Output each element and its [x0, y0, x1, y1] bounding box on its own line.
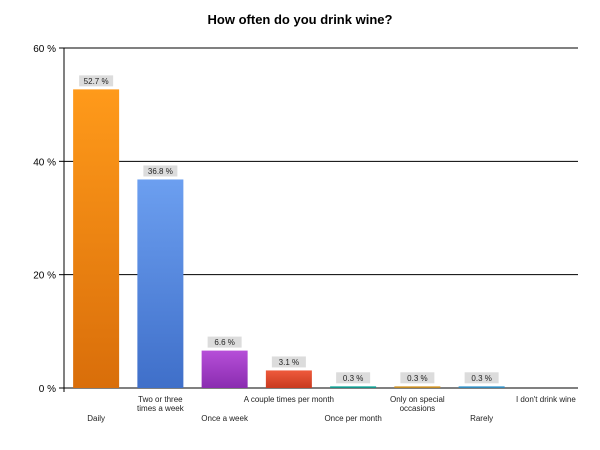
bar	[137, 179, 184, 388]
bar	[201, 350, 248, 388]
x-tick-label: Once a week	[201, 414, 249, 423]
x-tick-label: Two or three	[138, 395, 183, 404]
x-tick-label: occasions	[400, 404, 436, 413]
x-tick-label: Daily	[87, 414, 105, 423]
bar	[394, 386, 441, 388]
data-label-box	[271, 356, 306, 368]
x-tick-label: times a week	[137, 404, 185, 413]
data-label: 36.8 %	[148, 167, 173, 176]
x-tick-label: Once per month	[324, 414, 381, 423]
data-label-box	[143, 165, 178, 177]
y-tick-label: 0 %	[39, 384, 56, 395]
data-label-box	[464, 372, 499, 384]
y-tick-label: 60 %	[33, 44, 56, 55]
bar	[73, 89, 120, 388]
bar	[458, 386, 505, 388]
chart-title: How often do you drink wine?	[207, 12, 393, 27]
data-label-box	[207, 336, 242, 348]
x-tick-label: Only on special	[390, 395, 445, 404]
data-label: 0.3 %	[407, 374, 427, 383]
data-label: 3.1 %	[279, 358, 299, 367]
data-label: 6.6 %	[214, 338, 234, 347]
y-tick-label: 40 %	[33, 157, 56, 168]
data-label-box	[336, 372, 371, 384]
bar	[330, 386, 377, 388]
y-tick-label: 20 %	[33, 271, 56, 282]
x-tick-label: A couple times per month	[244, 395, 334, 404]
data-label: 0.3 %	[343, 374, 363, 383]
bars-layer	[73, 89, 505, 388]
x-tick-label: I don't drink wine	[516, 395, 576, 404]
bar	[265, 370, 312, 388]
x-tick-label: Rarely	[470, 414, 493, 423]
data-label: 0.3 %	[471, 374, 491, 383]
data-label-box	[79, 75, 114, 87]
data-label-box	[400, 372, 435, 384]
data-label: 52.7 %	[84, 77, 109, 86]
